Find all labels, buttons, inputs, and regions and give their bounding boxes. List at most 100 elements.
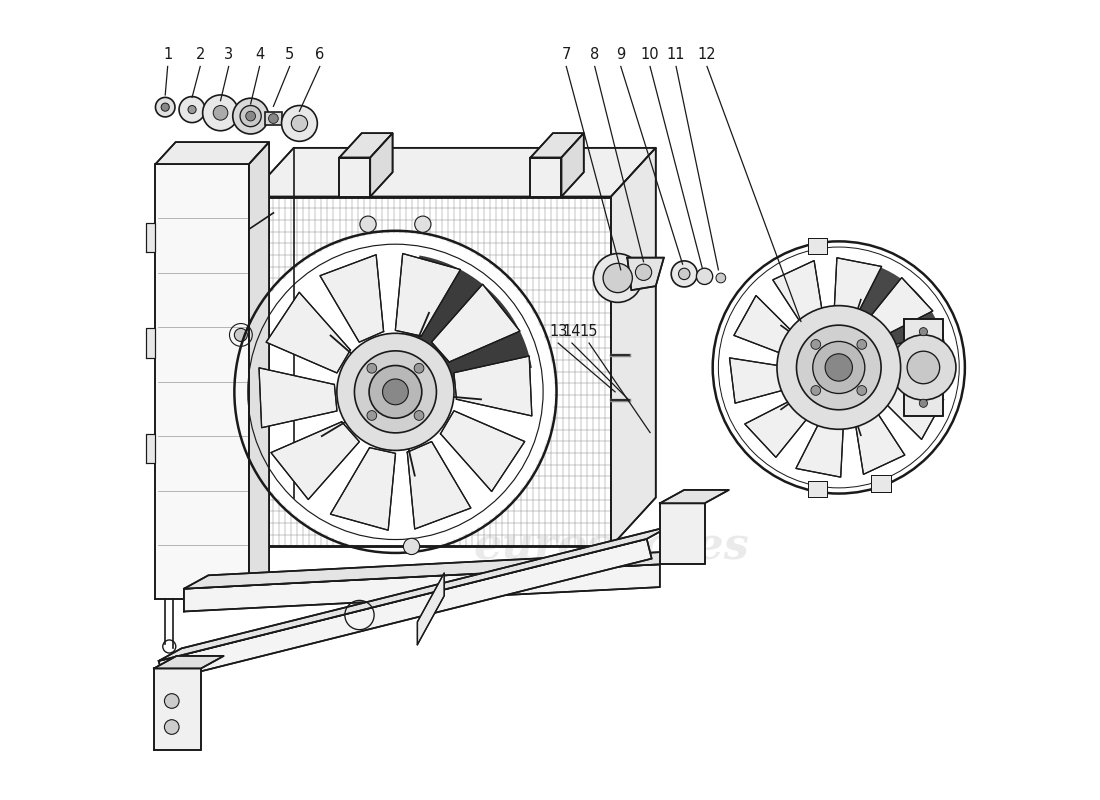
Circle shape — [857, 339, 867, 350]
Polygon shape — [856, 412, 905, 474]
Circle shape — [679, 268, 690, 280]
Text: 4: 4 — [255, 47, 264, 62]
Circle shape — [233, 98, 268, 134]
Polygon shape — [729, 358, 784, 403]
Circle shape — [155, 98, 175, 117]
Polygon shape — [330, 448, 396, 530]
Polygon shape — [530, 133, 584, 158]
Circle shape — [367, 410, 376, 420]
Circle shape — [796, 325, 881, 410]
Circle shape — [179, 97, 205, 122]
Text: 9: 9 — [616, 47, 626, 62]
Circle shape — [234, 329, 248, 342]
Circle shape — [238, 234, 553, 550]
Polygon shape — [871, 475, 891, 492]
Polygon shape — [184, 564, 660, 611]
Circle shape — [282, 106, 317, 142]
Text: 11: 11 — [667, 47, 685, 62]
Polygon shape — [339, 158, 371, 197]
Polygon shape — [371, 133, 393, 197]
Circle shape — [202, 95, 239, 130]
Polygon shape — [886, 381, 944, 439]
Circle shape — [825, 354, 852, 381]
Polygon shape — [869, 278, 933, 334]
Polygon shape — [266, 292, 351, 373]
Circle shape — [857, 386, 867, 395]
Circle shape — [813, 342, 865, 394]
Circle shape — [370, 366, 421, 418]
Polygon shape — [734, 295, 792, 354]
Circle shape — [811, 339, 821, 350]
Text: 2: 2 — [196, 47, 205, 62]
Circle shape — [908, 351, 939, 384]
Circle shape — [716, 273, 726, 283]
Polygon shape — [145, 329, 155, 358]
Circle shape — [383, 379, 408, 405]
Circle shape — [162, 103, 169, 111]
Circle shape — [603, 263, 632, 293]
Polygon shape — [627, 258, 664, 290]
Polygon shape — [145, 222, 155, 252]
Circle shape — [891, 335, 956, 400]
Circle shape — [292, 115, 308, 131]
Polygon shape — [417, 573, 444, 645]
Circle shape — [415, 410, 424, 420]
Text: 14: 14 — [563, 324, 581, 339]
Polygon shape — [145, 434, 155, 463]
Polygon shape — [258, 368, 337, 428]
Polygon shape — [431, 284, 520, 362]
Circle shape — [811, 386, 821, 395]
Text: 8: 8 — [590, 47, 600, 62]
Circle shape — [415, 363, 424, 373]
Polygon shape — [773, 261, 822, 323]
Polygon shape — [395, 255, 532, 392]
Circle shape — [268, 114, 278, 123]
Polygon shape — [660, 503, 705, 564]
Circle shape — [213, 106, 228, 120]
Circle shape — [920, 399, 927, 407]
Polygon shape — [395, 254, 461, 336]
Polygon shape — [745, 401, 808, 458]
Polygon shape — [834, 258, 882, 312]
Polygon shape — [155, 142, 270, 164]
Text: 6: 6 — [316, 47, 324, 62]
Circle shape — [636, 264, 651, 281]
Polygon shape — [610, 148, 656, 546]
Text: 5: 5 — [285, 47, 295, 62]
Circle shape — [360, 216, 376, 232]
Circle shape — [354, 351, 437, 433]
Polygon shape — [454, 356, 532, 416]
Bar — [265, 112, 282, 125]
Polygon shape — [407, 442, 471, 529]
Circle shape — [593, 254, 642, 302]
Text: 3: 3 — [224, 47, 233, 62]
Circle shape — [404, 538, 420, 554]
Polygon shape — [839, 266, 947, 367]
Polygon shape — [249, 148, 656, 197]
Polygon shape — [530, 158, 561, 197]
Polygon shape — [271, 422, 360, 499]
Circle shape — [777, 306, 901, 430]
Polygon shape — [249, 142, 270, 599]
Polygon shape — [561, 133, 584, 197]
Text: 1: 1 — [163, 47, 173, 62]
Text: 15: 15 — [580, 324, 598, 339]
Circle shape — [367, 363, 376, 373]
Text: 7: 7 — [562, 47, 571, 62]
Polygon shape — [796, 422, 844, 477]
Polygon shape — [184, 551, 684, 589]
Circle shape — [337, 334, 454, 450]
Circle shape — [188, 106, 196, 114]
Text: 13: 13 — [549, 324, 568, 339]
Polygon shape — [440, 410, 525, 491]
Polygon shape — [807, 481, 827, 498]
Polygon shape — [904, 318, 943, 416]
Text: 10: 10 — [640, 47, 659, 62]
Polygon shape — [339, 133, 393, 158]
Circle shape — [240, 106, 261, 126]
Polygon shape — [660, 490, 729, 503]
Text: eurospares: eurospares — [473, 525, 749, 568]
Polygon shape — [893, 332, 948, 377]
Circle shape — [164, 720, 179, 734]
Polygon shape — [154, 669, 201, 750]
